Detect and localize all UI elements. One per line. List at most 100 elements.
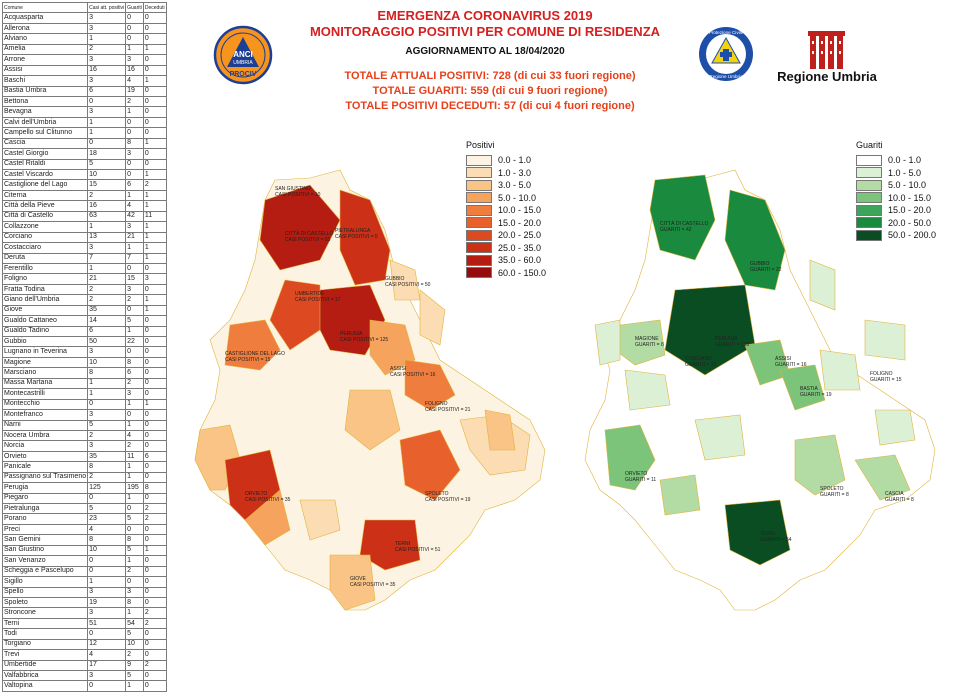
comune-name: San Giustino [1, 544, 89, 557]
value-cell: 0 [142, 461, 167, 473]
legend-label: 20.0 - 50.0 [888, 217, 932, 228]
table-row: Collazzone 1 3 1 [1, 221, 167, 233]
table-row: Norcia 3 2 0 [1, 440, 167, 452]
value-cell: 21 [125, 231, 144, 244]
table-row: Città della Pieve 16 4 1 [1, 200, 167, 212]
value-cell: 1 [87, 221, 127, 233]
legend-guariti: Guariti 0.0 - 1.0 1.0 - 5.0 5.0 - 10.0 10.0… [856, 140, 936, 242]
value-cell: 2 [87, 189, 127, 202]
table-row: Torgiano 12 10 0 [1, 638, 167, 651]
table-row: Acquasparta 3 0 0 [1, 12, 167, 24]
map-label-value: CASI POSITIVI = 50 [385, 282, 431, 288]
table-row: Nocera Umbra 2 4 0 [1, 429, 167, 442]
legend-swatch [466, 254, 492, 266]
comune-name: Costacciaro [1, 242, 89, 254]
legend-title: Positivi [466, 140, 495, 150]
value-cell: 9 [125, 659, 144, 672]
legend-swatch [466, 242, 492, 254]
legend-swatch [466, 204, 492, 216]
map-label: CASTIGLIONE DEL LAGO [225, 351, 285, 357]
value-cell: 0 [142, 596, 167, 609]
comune-name: Montecchio [1, 398, 89, 411]
map-label-value: CASI POSITIVI = 125 [340, 337, 388, 343]
legend-swatch [856, 154, 882, 166]
value-cell: 5 [125, 315, 144, 327]
value-cell: 3 [87, 409, 127, 421]
value-cell: 0 [142, 158, 167, 171]
map-label-value: CASI POSITIVI = 5 [335, 234, 378, 240]
map-label-value: GUARITI = 15 [870, 377, 902, 383]
value-cell: 1 [125, 43, 144, 56]
table-row: Castiglione del Lago 15 6 2 [1, 179, 167, 191]
value-cell: 15 [125, 273, 144, 285]
legend-label: 50.0 - 200.0 [888, 230, 937, 241]
value-cell: 3 [87, 22, 127, 35]
value-cell: 2 [142, 607, 167, 619]
legend-label: 10.0 - 15.0 [498, 205, 542, 216]
value-cell: 2 [142, 179, 167, 191]
map-label: FOLIGNO [425, 401, 448, 407]
value-cell: 1 [125, 555, 144, 567]
value-cell: 4 [125, 429, 144, 442]
value-cell: 4 [125, 200, 144, 212]
table-row: Campello sul Clitunno 1 0 0 [1, 127, 167, 139]
value-cell: 1 [87, 116, 127, 129]
comune-name: San Venanzo [1, 555, 89, 567]
map-label-value: CASI POSITIVI = 10 [275, 192, 321, 198]
table-row: Perugia 125 195 8 [1, 482, 167, 494]
value-cell: 23 [87, 513, 127, 525]
value-cell: 0 [125, 502, 144, 515]
comune-name: Castel Ritaldi [1, 158, 89, 171]
table-row: Costacciaro 3 1 1 [1, 242, 167, 254]
value-cell: 0 [87, 628, 127, 640]
comune-name: Perugia [1, 482, 89, 494]
legend-swatch [856, 229, 882, 241]
value-cell: 0 [125, 158, 144, 171]
map-label: ORVIETO [245, 491, 267, 497]
value-cell: 3 [87, 346, 127, 358]
legend-swatch [466, 167, 492, 179]
table-row: Castel Giorgio 18 3 0 [1, 148, 167, 160]
value-cell: 1 [87, 576, 127, 588]
table-row: Stroncone 3 1 2 [1, 607, 167, 619]
map-label: CASCIA [885, 491, 904, 497]
value-cell: 3 [125, 586, 144, 598]
value-cell: 35 [87, 450, 127, 463]
comune-name: Giove [1, 304, 89, 317]
comune-name: Stroncone [1, 607, 89, 619]
legend-swatch [856, 167, 882, 179]
value-cell: 7 [125, 252, 144, 264]
value-cell: 0 [142, 315, 167, 327]
value-cell: 8 [87, 534, 127, 546]
value-cell: 3 [125, 54, 144, 66]
value-cell: 0 [142, 148, 167, 160]
comune-name: Calvi dell'Umbria [1, 116, 89, 129]
value-cell: 0 [142, 335, 167, 348]
legend-item: 0.0 - 1.0 [856, 154, 936, 167]
value-cell: 8 [142, 482, 167, 494]
legend-item: 1.0 - 3.0 [466, 167, 546, 180]
value-cell: 5 [125, 669, 144, 682]
comune-name: Orvieto [1, 450, 89, 463]
legend-label: 0.0 - 1.0 [498, 155, 532, 166]
table-row: Trevi 4 2 0 [1, 649, 167, 661]
legend-label: 20.0 - 25.0 [498, 230, 542, 241]
comune-name: Campello sul Clitunno [1, 127, 89, 139]
value-cell: 0 [87, 565, 127, 578]
anci-logo-text: PROCIV [230, 71, 257, 78]
value-cell: 1 [142, 221, 167, 233]
map-label: BASTIA [800, 386, 818, 392]
table-row: Calvi dell'Umbria 1 0 0 [1, 116, 167, 129]
legend-swatch [466, 179, 492, 191]
page-subtitle: MONITORAGGIO POSITIVI PER COMUNE DI RESI… [309, 24, 661, 39]
comune-name: San Gemini [1, 534, 89, 546]
value-cell: 5 [87, 419, 127, 431]
table-row: Città di Castello 63 42 11 [1, 210, 167, 223]
comune-name: Terni [1, 617, 89, 630]
value-cell: 0 [142, 576, 167, 588]
value-cell: 1 [142, 398, 167, 411]
comune-name: Arrone [1, 54, 89, 66]
comune-name: Bettona [1, 95, 89, 108]
protezione-civile-logo: Protezione Civile Regione Umbria [699, 27, 753, 81]
